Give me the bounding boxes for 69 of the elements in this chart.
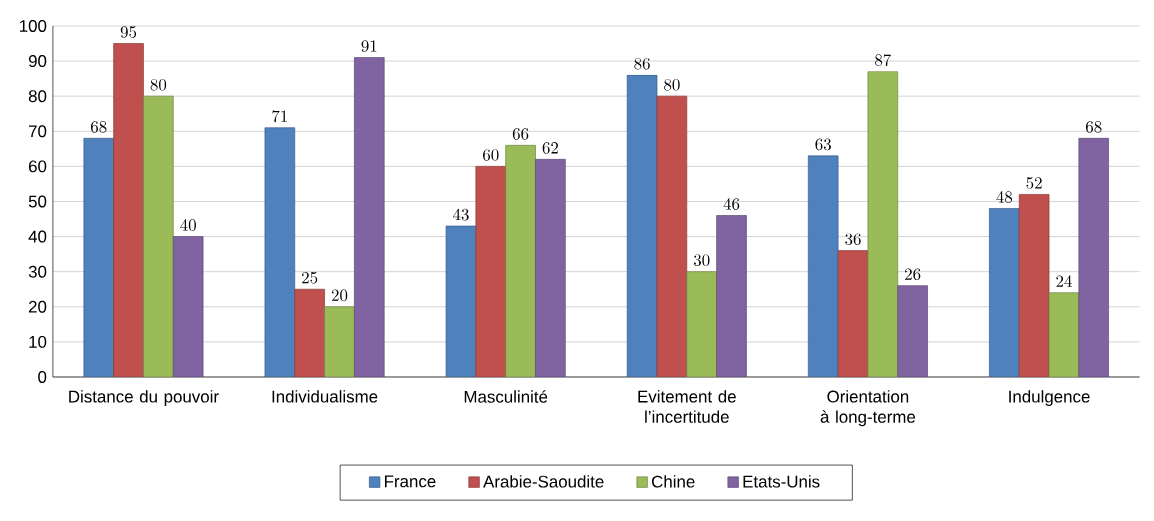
bar <box>807 155 839 377</box>
data-label: 30 <box>693 254 710 266</box>
data-label: 68 <box>1086 120 1102 133</box>
data-label: 62 <box>542 142 558 154</box>
y-tick-label: 30 <box>28 265 47 278</box>
legend-label: Etats-Unis <box>743 475 820 488</box>
data-label: 25 <box>302 271 318 284</box>
data-label: 66 <box>512 127 529 140</box>
y-tick-label: 10 <box>29 335 47 348</box>
y-tick-label: 50 <box>28 195 47 208</box>
x-tick-label: Distance du pouvoir <box>69 390 219 406</box>
data-label: 26 <box>905 268 921 281</box>
data-label: 87 <box>875 54 892 66</box>
data-label: 43 <box>453 208 469 221</box>
bar <box>505 144 536 377</box>
bar <box>475 165 507 377</box>
bar <box>837 250 869 377</box>
data-label: 20 <box>331 289 348 302</box>
data-label: 36 <box>845 233 861 245</box>
bar <box>867 71 899 377</box>
y-tick-label: 20 <box>28 300 47 313</box>
bar <box>294 288 325 377</box>
data-label: 80 <box>150 78 167 91</box>
data-label: 63 <box>815 138 831 151</box>
x-tick-label: Indulgence <box>1009 390 1090 406</box>
y-tick-label: 80 <box>28 90 47 103</box>
bar <box>1078 137 1109 377</box>
bar <box>1048 292 1080 377</box>
data-label: 40 <box>180 219 196 231</box>
data-label: 91 <box>361 40 377 52</box>
y-tick-label: 70 <box>29 125 47 138</box>
x-tick-label: Orientation à long-terme <box>820 390 916 427</box>
y-tick-label: 0 <box>38 370 47 383</box>
data-label: 24 <box>1056 275 1072 287</box>
bar <box>445 225 477 377</box>
bar <box>143 95 174 377</box>
data-label: 60 <box>483 149 499 161</box>
bar <box>172 236 204 377</box>
bar <box>897 285 928 377</box>
x-tick-label: Evitement de l’incertitude <box>638 390 736 423</box>
bar <box>113 43 144 377</box>
bar <box>686 271 717 377</box>
bar <box>989 208 1020 377</box>
data-label: 71 <box>272 110 287 123</box>
y-tick-label: 40 <box>28 230 47 243</box>
legend-label: Arabie-Saoudite <box>483 475 604 488</box>
bar <box>83 137 114 377</box>
legend-label: France <box>385 475 436 488</box>
data-label: 80 <box>664 78 680 91</box>
bar <box>535 158 566 377</box>
x-tick-label: Masculinité <box>464 390 548 403</box>
data-label: 48 <box>996 190 1013 203</box>
data-label: 95 <box>120 26 137 38</box>
x-tick-label: Individualisme <box>272 390 378 403</box>
data-label: 86 <box>634 57 650 70</box>
bar <box>324 306 355 377</box>
y-tick-label: 60 <box>28 160 47 173</box>
y-tick-label: 100 <box>20 19 47 32</box>
bar <box>264 127 296 377</box>
data-label: 68 <box>91 120 107 133</box>
data-label: 52 <box>1026 177 1042 189</box>
bar <box>354 57 385 377</box>
bar <box>716 215 747 377</box>
legend-label: Chine <box>651 475 695 488</box>
y-tick-label: 90 <box>28 54 47 67</box>
bar <box>626 74 658 377</box>
bar <box>656 95 688 377</box>
data-label: 46 <box>723 197 740 210</box>
bar <box>1018 194 1050 377</box>
